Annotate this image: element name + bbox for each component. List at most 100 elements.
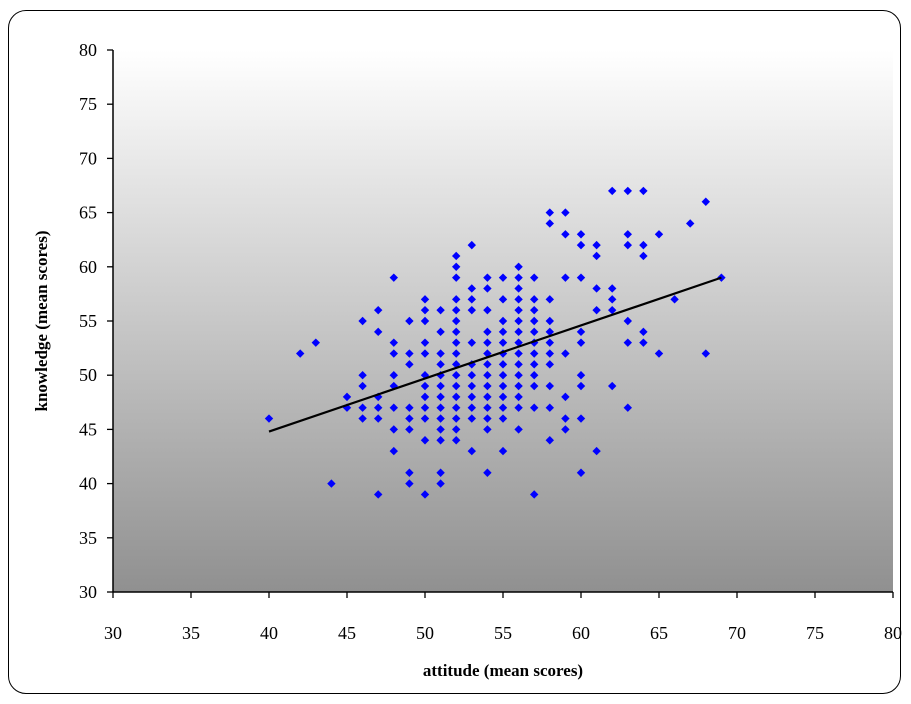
data-point <box>483 468 492 477</box>
data-point <box>608 295 617 304</box>
data-point <box>530 403 539 412</box>
data-point <box>514 403 523 412</box>
y-tick-label: 75 <box>79 94 97 114</box>
data-point <box>498 392 508 402</box>
data-point <box>358 371 367 380</box>
data-point <box>483 273 492 282</box>
data-point <box>452 327 461 337</box>
data-point <box>467 392 476 402</box>
data-point <box>561 273 570 282</box>
data-point <box>561 230 570 239</box>
data-point <box>576 468 586 477</box>
data-point <box>389 403 398 412</box>
data-point <box>483 338 492 347</box>
data-point <box>639 327 648 337</box>
x-tick-label: 55 <box>494 623 512 643</box>
data-point <box>623 338 632 347</box>
data-point <box>483 403 492 412</box>
x-tick-label: 40 <box>260 623 278 643</box>
data-point <box>592 305 601 315</box>
data-point <box>420 392 430 402</box>
data-point <box>530 338 539 347</box>
data-point <box>498 316 508 326</box>
y-tick-label: 60 <box>79 257 97 277</box>
data-point <box>311 338 320 347</box>
data-point <box>530 360 539 369</box>
data-point <box>654 349 664 358</box>
data-point <box>358 414 367 423</box>
x-axis-ticks: 30 35 40 45 50 55 60 65 70 75 80 <box>104 592 902 643</box>
y-tick-label: 30 <box>79 582 97 602</box>
data-point <box>514 262 523 271</box>
data-point <box>654 230 664 239</box>
y-tick-label: 50 <box>79 365 97 385</box>
data-point <box>576 381 586 391</box>
data-point <box>420 436 430 445</box>
data-point <box>561 392 570 402</box>
data-point <box>467 240 476 250</box>
data-point <box>452 273 461 282</box>
x-tick-label: 30 <box>104 623 122 643</box>
data-point <box>436 305 445 315</box>
data-point <box>498 295 508 304</box>
data-point <box>592 240 601 250</box>
data-point <box>545 338 554 347</box>
data-point <box>530 316 539 326</box>
data-point <box>545 349 554 358</box>
data-point <box>452 349 461 358</box>
data-point <box>467 338 476 347</box>
y-axis-title: knowledge (mean scores) <box>32 231 51 412</box>
data-point <box>452 251 461 261</box>
data-point <box>545 208 554 217</box>
data-point <box>389 425 398 434</box>
data-point <box>327 479 336 488</box>
data-point <box>514 284 523 293</box>
data-point <box>514 305 523 315</box>
data-point <box>623 403 632 412</box>
data-point <box>452 295 461 304</box>
data-point <box>514 360 523 369</box>
data-point <box>530 273 539 282</box>
data-point <box>483 327 492 337</box>
data-point <box>514 327 523 337</box>
data-point <box>701 197 710 206</box>
data-point <box>405 479 414 488</box>
data-point <box>483 414 492 423</box>
data-point <box>452 338 461 347</box>
data-point <box>436 360 445 369</box>
data-point <box>467 371 476 380</box>
data-point <box>405 360 414 369</box>
data-point <box>545 295 554 304</box>
trendline <box>268 276 722 433</box>
data-point <box>374 403 383 412</box>
data-point <box>608 305 617 315</box>
data-point <box>608 284 617 293</box>
y-tick-label: 65 <box>79 203 97 223</box>
data-point <box>530 490 539 499</box>
y-tick-label: 40 <box>79 474 97 494</box>
data-point <box>420 490 430 499</box>
data-point <box>545 436 554 445</box>
data-point <box>592 284 601 293</box>
data-point <box>374 490 383 499</box>
data-point <box>514 381 523 391</box>
data-point <box>561 425 570 434</box>
data-point <box>452 371 461 380</box>
data-point <box>623 240 632 250</box>
data-point <box>452 414 461 423</box>
data-point <box>358 381 367 391</box>
data-point <box>405 468 414 477</box>
data-point <box>436 436 445 445</box>
data-point <box>576 230 586 239</box>
data-point <box>452 305 461 315</box>
data-point <box>452 436 461 445</box>
data-point <box>639 251 648 261</box>
data-point <box>342 392 352 402</box>
data-point <box>576 338 586 347</box>
data-point <box>436 403 445 412</box>
data-point <box>498 327 508 337</box>
data-point <box>452 392 461 402</box>
data-point <box>389 273 398 282</box>
data-point <box>530 381 539 391</box>
